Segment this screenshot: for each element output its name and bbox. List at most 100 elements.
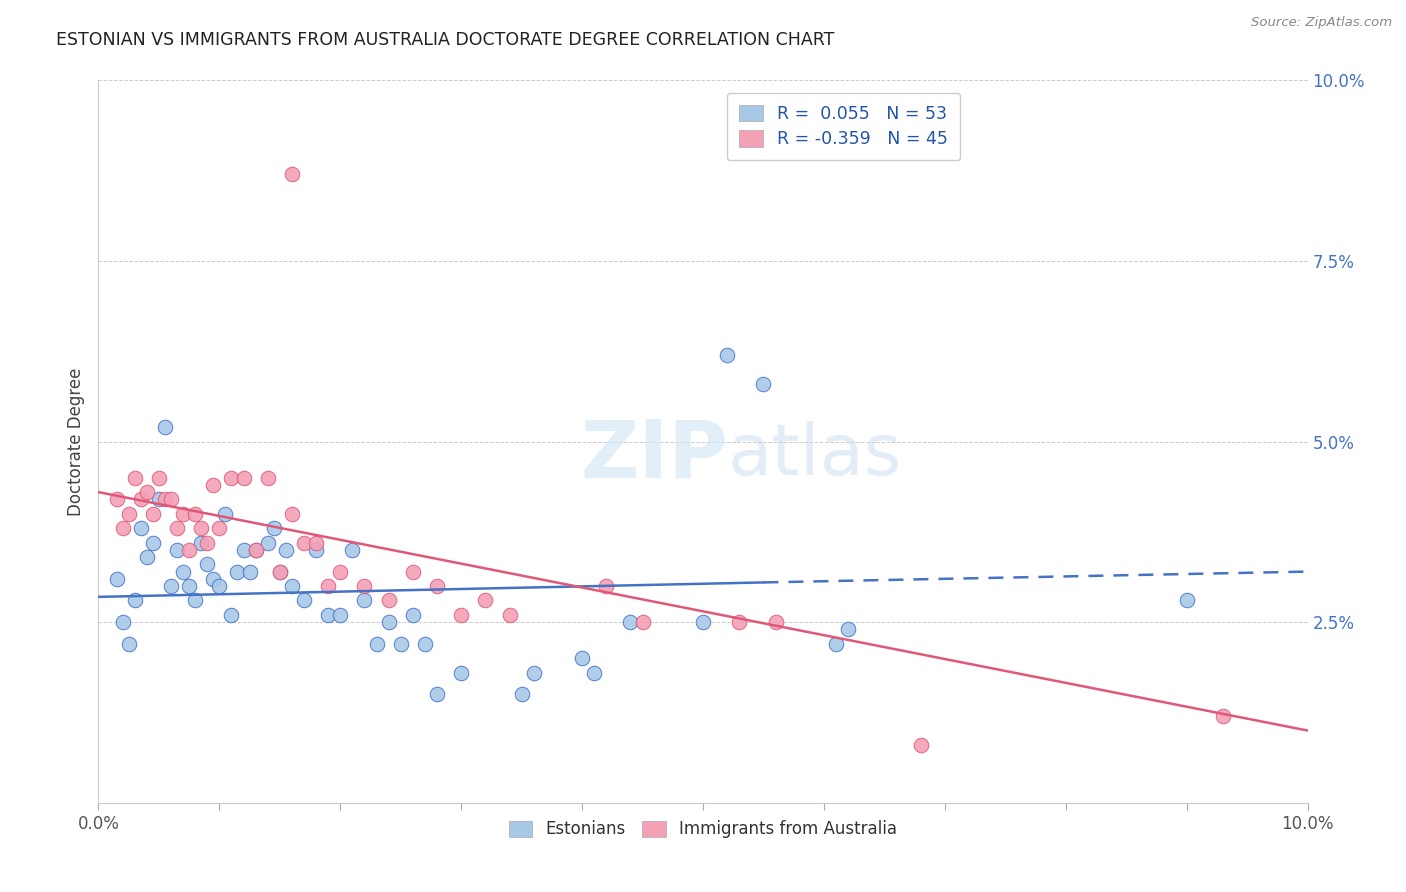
Text: ZIP: ZIP [579, 417, 727, 495]
Point [263, 521, 285, 535]
Point [202, 478, 225, 492]
Point [148, 471, 170, 485]
Point [232, 471, 254, 485]
Point [269, 565, 291, 579]
Point [245, 542, 267, 557]
Point [765, 615, 787, 630]
Point [190, 535, 212, 549]
Point [118, 637, 141, 651]
Point [450, 607, 472, 622]
Point [426, 579, 449, 593]
Point [292, 593, 315, 607]
Point [510, 687, 533, 701]
Point [118, 507, 141, 521]
Point [910, 738, 932, 752]
Point [377, 593, 399, 607]
Point [389, 637, 412, 651]
Point [135, 550, 157, 565]
Point [160, 492, 183, 507]
Point [619, 615, 641, 630]
Point [353, 593, 375, 607]
Point [142, 535, 165, 549]
Point [1212, 709, 1234, 723]
Point [281, 507, 304, 521]
Point [728, 615, 751, 630]
Point [239, 565, 262, 579]
Point [111, 615, 134, 630]
Point [256, 471, 278, 485]
Point [837, 623, 859, 637]
Point [825, 637, 848, 651]
Point [583, 665, 606, 680]
Point [232, 542, 254, 557]
Point [281, 579, 304, 593]
Point [402, 607, 425, 622]
Point [124, 471, 146, 485]
Point [413, 637, 436, 651]
Point [426, 687, 449, 701]
Point [179, 579, 201, 593]
Point [184, 507, 207, 521]
Point [523, 665, 546, 680]
Point [111, 521, 134, 535]
Point [184, 593, 207, 607]
Point [305, 535, 328, 549]
Point [377, 615, 399, 630]
Point [142, 507, 165, 521]
Text: Source: ZipAtlas.com: Source: ZipAtlas.com [1251, 16, 1392, 29]
Point [269, 565, 291, 579]
Point [195, 535, 218, 549]
Point [148, 492, 170, 507]
Point [474, 593, 496, 607]
Text: atlas: atlas [727, 422, 901, 491]
Point [245, 542, 267, 557]
Point [366, 637, 388, 651]
Point [195, 558, 218, 572]
Point [153, 492, 176, 507]
Point [329, 565, 352, 579]
Point [305, 542, 328, 557]
Point [342, 542, 364, 557]
Point [274, 542, 297, 557]
Point [160, 579, 183, 593]
Point [214, 507, 236, 521]
Point [402, 565, 425, 579]
Point [124, 593, 146, 607]
Point [135, 485, 157, 500]
Point [716, 348, 738, 362]
Point [202, 572, 225, 586]
Point [190, 521, 212, 535]
Point [221, 471, 243, 485]
Y-axis label: Doctorate Degree: Doctorate Degree [66, 368, 84, 516]
Point [166, 521, 188, 535]
Point [105, 492, 128, 507]
Point [208, 579, 231, 593]
Point [595, 579, 617, 593]
Point [256, 535, 278, 549]
Point [129, 492, 152, 507]
Point [221, 607, 243, 622]
Point [316, 579, 339, 593]
Point [631, 615, 654, 630]
Point [329, 607, 352, 622]
Point [752, 376, 775, 391]
Point [353, 579, 375, 593]
Point [692, 615, 714, 630]
Point [208, 521, 231, 535]
Point [172, 565, 194, 579]
Point [1175, 593, 1198, 607]
Point [498, 607, 520, 622]
Text: ESTONIAN VS IMMIGRANTS FROM AUSTRALIA DOCTORATE DEGREE CORRELATION CHART: ESTONIAN VS IMMIGRANTS FROM AUSTRALIA DO… [56, 31, 835, 49]
Point [292, 535, 315, 549]
Point [316, 607, 339, 622]
Point [166, 542, 188, 557]
Point [153, 420, 176, 434]
Point [226, 565, 249, 579]
Point [105, 572, 128, 586]
Point [450, 665, 472, 680]
Point [179, 542, 201, 557]
Point [129, 521, 152, 535]
Legend: Estonians, Immigrants from Australia: Estonians, Immigrants from Australia [502, 814, 904, 845]
Point [172, 507, 194, 521]
Point [281, 167, 304, 181]
